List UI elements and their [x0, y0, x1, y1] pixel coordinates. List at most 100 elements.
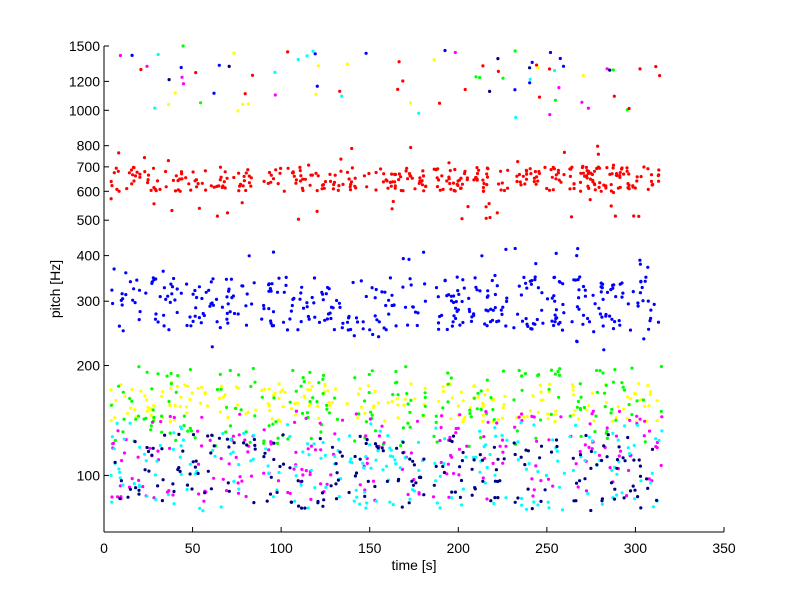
- data-point: [415, 323, 419, 328]
- data-point: [281, 320, 286, 324]
- data-point: [239, 408, 243, 412]
- data-point: [472, 455, 476, 459]
- data-point: [452, 314, 456, 318]
- data-point: [252, 501, 256, 505]
- data-point: [500, 312, 504, 316]
- data-point: [600, 458, 604, 463]
- data-point: [513, 49, 517, 53]
- data-point: [276, 182, 280, 186]
- data-point: [128, 487, 132, 491]
- data-point: [270, 417, 274, 421]
- y-tick-label: 400: [77, 248, 101, 264]
- data-point: [177, 466, 181, 470]
- data-point: [617, 319, 621, 323]
- data-point: [461, 450, 465, 455]
- data-point: [136, 414, 141, 418]
- data-point: [242, 441, 246, 445]
- data-point: [535, 317, 539, 322]
- data-point: [605, 426, 609, 430]
- data-point: [400, 505, 404, 509]
- data-point: [578, 180, 583, 184]
- data-point: [215, 214, 219, 218]
- data-point: [488, 89, 492, 93]
- data-point: [116, 169, 120, 173]
- data-point: [632, 214, 636, 218]
- data-point: [408, 410, 412, 414]
- data-point: [615, 466, 619, 470]
- data-point: [525, 286, 529, 290]
- data-point: [457, 292, 461, 296]
- data-point: [323, 453, 327, 457]
- data-point: [610, 419, 615, 423]
- data-point: [599, 285, 603, 289]
- data-point: [182, 424, 186, 428]
- data-point: [539, 398, 543, 402]
- data-point: [442, 470, 446, 475]
- data-point: [455, 182, 459, 186]
- data-point: [237, 433, 241, 437]
- data-point: [611, 163, 616, 167]
- data-point: [528, 279, 532, 283]
- data-point: [334, 462, 338, 466]
- data-point: [655, 446, 659, 450]
- data-point: [353, 439, 357, 443]
- data-point: [395, 446, 399, 450]
- y-tick-label: 100: [77, 467, 101, 483]
- data-point: [483, 322, 487, 326]
- data-point: [601, 371, 605, 375]
- data-point: [440, 313, 444, 317]
- data-point: [394, 369, 398, 374]
- data-point: [112, 447, 116, 451]
- data-point: [578, 449, 582, 454]
- data-point: [253, 443, 257, 447]
- data-point: [373, 296, 377, 300]
- data-point: [527, 462, 531, 466]
- data-point: [240, 479, 244, 483]
- data-point: [198, 506, 202, 510]
- data-point: [309, 436, 313, 441]
- data-point: [161, 390, 165, 394]
- data-point: [489, 307, 493, 311]
- data-point: [437, 327, 441, 331]
- data-point: [305, 301, 309, 305]
- data-point: [162, 313, 166, 317]
- data-point: [482, 435, 486, 439]
- data-point: [329, 316, 333, 321]
- data-point: [644, 275, 648, 279]
- data-point: [609, 411, 613, 415]
- data-point: [525, 414, 529, 418]
- data-point: [524, 317, 528, 321]
- data-point: [650, 447, 655, 451]
- data-point: [310, 384, 314, 388]
- data-point: [540, 308, 544, 312]
- data-point: [408, 497, 412, 501]
- data-point: [279, 390, 283, 394]
- data-point: [310, 295, 314, 300]
- data-point: [609, 204, 613, 208]
- data-point: [232, 175, 236, 180]
- data-point: [611, 431, 615, 435]
- data-point: [176, 188, 180, 192]
- data-point: [298, 179, 303, 183]
- data-point: [218, 410, 222, 414]
- data-point: [253, 414, 257, 418]
- data-point: [110, 435, 114, 439]
- data-point: [605, 290, 610, 294]
- data-point: [339, 157, 343, 161]
- data-point: [534, 436, 538, 440]
- data-point: [386, 186, 390, 190]
- data-point: [572, 499, 576, 503]
- data-point: [558, 56, 562, 61]
- data-point: [353, 176, 357, 180]
- data-point: [139, 67, 143, 72]
- data-point: [540, 291, 544, 295]
- data-point: [586, 316, 590, 321]
- data-point: [547, 387, 551, 391]
- data-point: [516, 312, 520, 316]
- data-point: [637, 382, 641, 386]
- data-point: [325, 407, 329, 411]
- data-point: [450, 324, 454, 328]
- data-point: [128, 421, 132, 425]
- data-point: [246, 450, 250, 454]
- data-point: [149, 424, 153, 428]
